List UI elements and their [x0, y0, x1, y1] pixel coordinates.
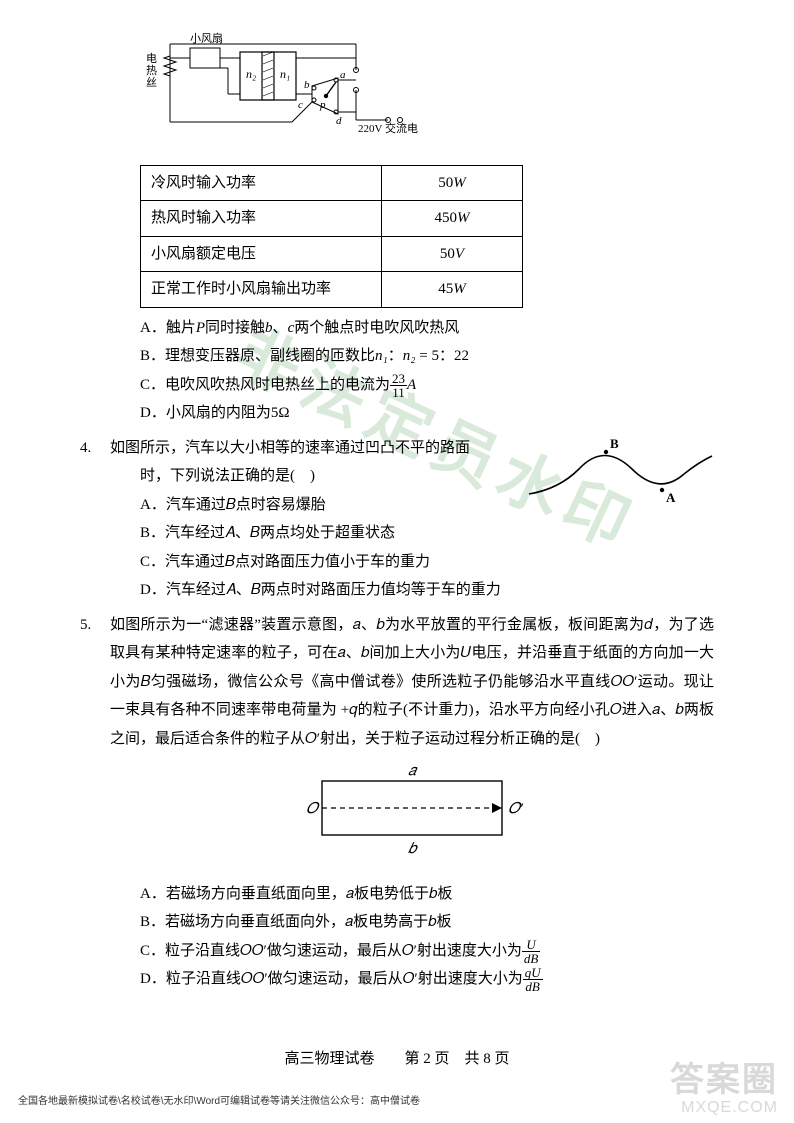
spec-label: 冷风时输入功率: [141, 165, 382, 201]
q5-option-a: A．若磁场方向垂直纸面向里，𝑎板电势低于𝑏板: [140, 880, 714, 909]
watermark-url: MXQE.COM: [670, 1099, 778, 1117]
q5-label-op: 𝑂′: [508, 801, 524, 817]
q4-figure: B A: [524, 434, 714, 525]
table-row: 小风扇额定电压 50V: [141, 236, 523, 272]
q5-option-d: D．粒子沿直线𝑂𝑂′做匀速运动，最后从𝑂′射出速度大小为qUdB: [140, 965, 714, 994]
label-c: c: [298, 99, 303, 111]
q4: 4. B A 如图所示，汽车以大小相等的速率通过凹凸不平的路面 时，下列说法正确…: [80, 434, 714, 605]
spec-label: 小风扇额定电压: [141, 236, 382, 272]
svg-text:热: 热: [146, 64, 157, 77]
table-row: 冷风时输入功率 50W: [141, 165, 523, 201]
spec-value: 50V: [382, 236, 523, 272]
label-source: 220V 交流电: [358, 121, 418, 135]
q3-option-c: C．电吹风吹热风时电热丝上的电流为2311A: [140, 371, 714, 400]
q4-num: 4.: [80, 434, 110, 605]
footnote: 全国各地最新模拟试卷\名校试卷\无水印\Word可编辑试卷等请关注微信公众号：高…: [18, 1092, 420, 1111]
page-content: 电 热 丝 小风扇 n₂ n₁ a b c d p 220V 交流电 冷风时输入…: [80, 30, 714, 994]
spec-value: 50W: [382, 165, 523, 201]
q3-option-a: A．触片P同时接触b、c两个触点时电吹风吹热风: [140, 314, 714, 343]
q4-label-b: B: [610, 436, 619, 451]
table-row: 热风时输入功率 450W: [141, 201, 523, 237]
q5-num: 5.: [80, 611, 110, 994]
bottom-right-watermark: 答案圈 MXQE.COM: [670, 1062, 778, 1117]
q3-option-d: D．小风扇的内阻为5Ω: [140, 399, 714, 428]
spec-value: 45W: [382, 272, 523, 308]
label-fan: 小风扇: [190, 31, 223, 45]
q5-label-o: 𝑂: [306, 801, 320, 817]
q5: 5. 如图所示为一“滤速器”装置示意图，𝑎、𝑏为水平放置的平行金属板，板间距离为…: [80, 611, 714, 994]
q5-label-b: 𝑏: [408, 841, 418, 857]
watermark-title: 答案圈: [670, 1062, 778, 1099]
spec-label: 正常工作时小风扇输出功率: [141, 272, 382, 308]
label-d: d: [336, 115, 342, 127]
q5-label-a: 𝑎: [408, 763, 418, 779]
q4-option-d: D．汽车经过𝐴、𝐵两点时对路面压力值均等于车的重力: [140, 576, 714, 605]
q5-option-c: C．粒子沿直线𝑂𝑂′做匀速运动，最后从𝑂′射出速度大小为UdB: [140, 937, 714, 966]
q5-option-b: B．若磁场方向垂直纸面向外，𝑎板电势高于𝑏板: [140, 908, 714, 937]
spec-table: 冷风时输入功率 50W 热风时输入功率 450W 小风扇额定电压 50V 正常工…: [140, 165, 523, 308]
table-row: 正常工作时小风扇输出功率 45W: [141, 272, 523, 308]
q3-option-b: B．理想变压器原、副线圈的匝数比n₁：n₂ = 5：22: [140, 342, 714, 371]
q4-option-c: C．汽车通过𝐵点对路面压力值小于车的重力: [140, 548, 714, 577]
label-heater: 电: [146, 52, 157, 65]
label-a: a: [340, 69, 346, 81]
q4-label-a: A: [666, 490, 676, 505]
spec-value: 450W: [382, 201, 523, 237]
label-b: b: [304, 79, 310, 91]
label-p: p: [319, 99, 326, 111]
spec-label: 热风时输入功率: [141, 201, 382, 237]
q5-stem: 如图所示为一“滤速器”装置示意图，𝑎、𝑏为水平放置的平行金属板，板间距离为𝑑，为…: [110, 611, 714, 754]
q5-figure: 𝑎 𝑂 𝑂′ 𝑏: [110, 761, 714, 872]
label-n2: n₂: [246, 67, 256, 81]
circuit-diagram: 电 热 丝 小风扇 n₂ n₁ a b c d p 220V 交流电: [140, 30, 714, 161]
label-n1: n₁: [280, 67, 290, 81]
svg-text:丝: 丝: [146, 76, 157, 89]
